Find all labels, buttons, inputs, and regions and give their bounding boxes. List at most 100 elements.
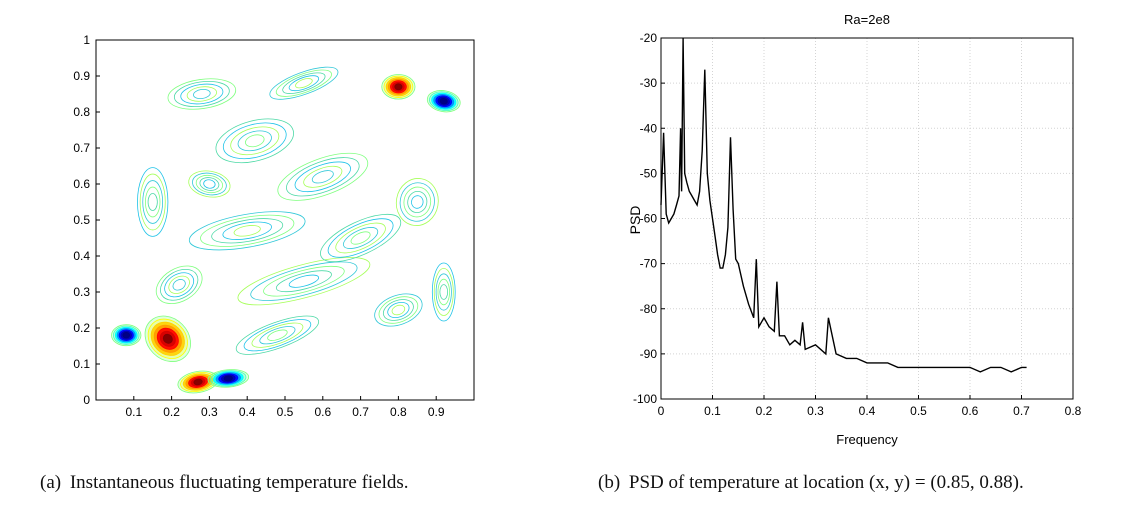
background-contour xyxy=(245,134,265,148)
psd-y-tick-label: -40 xyxy=(640,121,658,135)
background-contour xyxy=(139,173,166,231)
background-contour xyxy=(192,172,227,196)
cold-spot-contour xyxy=(122,332,131,339)
background-contour xyxy=(222,221,272,240)
background-contour xyxy=(435,273,452,311)
psd-x-tick-label: 0.2 xyxy=(756,404,773,418)
background-contour xyxy=(180,83,224,105)
cold-spot-contour xyxy=(223,375,233,382)
contour-x-tick-label: 0.1 xyxy=(125,405,142,419)
caption-a: (a) Instantaneous fluctuating temperatur… xyxy=(40,470,520,496)
background-contour xyxy=(200,214,295,247)
psd-y-tick-label: -90 xyxy=(640,347,658,361)
cold-spot-contour xyxy=(439,97,448,105)
background-contour xyxy=(137,167,169,237)
contour-y-tick-label: 1 xyxy=(83,33,90,47)
background-contour xyxy=(282,72,326,94)
contour-x-tick-label: 0.9 xyxy=(428,405,445,419)
background-contour xyxy=(147,193,158,211)
background-contour xyxy=(303,165,343,188)
background-contour xyxy=(275,270,332,293)
background-contour xyxy=(193,88,211,100)
psd-y-tick-label: -50 xyxy=(640,166,658,180)
background-contour xyxy=(237,257,371,306)
background-contour xyxy=(251,322,304,348)
background-contour xyxy=(342,227,379,249)
contour-x-tick-label: 0.3 xyxy=(201,405,218,419)
hot-spot-contour xyxy=(394,83,403,91)
contour-y-tick-label: 0.6 xyxy=(73,177,90,191)
background-contour xyxy=(145,186,161,218)
caption-a-text: Instantaneous fluctuating temperature fi… xyxy=(69,472,409,493)
background-contour xyxy=(250,261,358,301)
background-contour xyxy=(203,179,216,189)
background-contour xyxy=(431,262,456,322)
background-contour xyxy=(350,231,371,245)
background-contour xyxy=(195,174,224,194)
contour-y-tick-label: 0.4 xyxy=(73,249,90,263)
background-contour xyxy=(399,182,435,222)
caption-b-tag: (b) xyxy=(598,472,621,493)
background-contour xyxy=(286,157,360,197)
background-contour xyxy=(387,301,410,319)
background-contour xyxy=(437,278,450,306)
contour-y-tick-label: 0.9 xyxy=(73,69,90,83)
background-contour xyxy=(411,195,424,209)
contour-y-tick-label: 0.1 xyxy=(73,357,90,371)
caption-a-tag: (a) xyxy=(40,472,62,493)
psd-x-tick-label: 0 xyxy=(658,404,665,418)
psd-x-tick-label: 0.4 xyxy=(859,404,876,418)
psd-series-line xyxy=(660,37,1027,373)
psd-x-tick-label: 0.6 xyxy=(962,404,979,418)
caption-b-text: PSD of temperature at location (x, y) = … xyxy=(628,472,1024,493)
background-contour xyxy=(222,122,287,160)
contour-x-tick-label: 0.7 xyxy=(352,405,369,419)
psd-y-tick-label: -70 xyxy=(640,257,658,271)
background-contour xyxy=(233,225,261,237)
background-contour xyxy=(378,296,419,324)
contour-y-tick-label: 0.8 xyxy=(73,105,90,119)
background-contour xyxy=(243,319,312,352)
psd-y-axis-label: PSD xyxy=(627,206,643,235)
background-contour xyxy=(277,152,369,201)
background-contour xyxy=(382,299,414,321)
background-contour xyxy=(275,69,332,97)
background-contour xyxy=(155,265,203,305)
contour-x-tick-label: 0.8 xyxy=(390,405,407,419)
background-contour xyxy=(403,186,432,218)
background-contour xyxy=(168,275,190,294)
background-contour xyxy=(407,190,428,214)
psd-x-tick-label: 0.7 xyxy=(1013,404,1030,418)
psd-x-tick-label: 0.3 xyxy=(807,404,824,418)
panel-b: 0 0.1 0.2 0.3 0.4 0.5 0.6 0.7 0.8 -20 -30 -40 -50 -60… xyxy=(580,0,1100,460)
psd-chart-title: Ra=2e8 xyxy=(844,12,890,27)
background-contour xyxy=(288,75,320,92)
background-contour xyxy=(186,86,217,102)
background-contour xyxy=(211,218,284,244)
background-contour xyxy=(295,78,313,89)
background-contour xyxy=(327,218,394,258)
psd-y-tick-label: -60 xyxy=(640,212,658,226)
contour-x-tick-label: 0.6 xyxy=(314,405,331,419)
contour-y-tick-label: 0.3 xyxy=(73,285,90,299)
contour-y-tick-label: 0.7 xyxy=(73,141,90,155)
background-contour xyxy=(215,118,294,164)
background-contour xyxy=(391,304,406,316)
psd-x-axis-label: Frequency xyxy=(836,432,898,447)
background-contour xyxy=(320,213,402,263)
background-contour xyxy=(237,130,272,152)
background-contour xyxy=(164,272,195,298)
background-contour xyxy=(294,161,351,193)
background-contour xyxy=(235,315,320,355)
contour-chart: 0.1 0.2 0.3 0.4 0.5 0.6 0.7 0.8 0.9 0 0.1 0.2 0.3 0.4… xyxy=(73,33,475,419)
background-contour xyxy=(439,284,449,300)
background-contour xyxy=(433,267,454,316)
background-contour xyxy=(374,293,423,327)
background-contour xyxy=(142,180,164,224)
psd-y-tick-label: -20 xyxy=(640,31,658,45)
psd-y-tick-label: -100 xyxy=(633,392,657,406)
panel-a: 0.1 0.2 0.3 0.4 0.5 0.6 0.7 0.8 0.9 0 0.1 0.2 0.3 0.4… xyxy=(0,0,540,430)
background-contour xyxy=(188,170,231,198)
background-contour xyxy=(230,126,280,156)
background-contour xyxy=(173,81,230,107)
